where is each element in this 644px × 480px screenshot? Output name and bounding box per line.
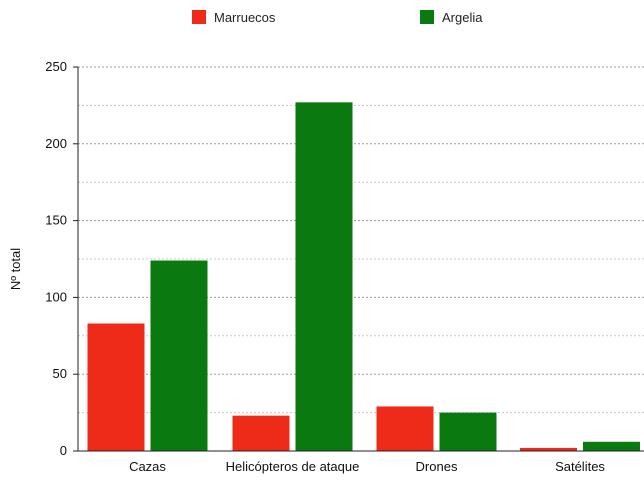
y-tick-label: 50 bbox=[53, 366, 67, 381]
bar-argelia-3 bbox=[439, 412, 497, 451]
bar-argelia-4 bbox=[583, 441, 640, 451]
legend: Marruecos Argelia bbox=[192, 10, 483, 25]
x-tick-label: Satélites bbox=[555, 459, 605, 474]
bar-group-2 bbox=[232, 102, 353, 451]
bar-argelia-1 bbox=[150, 260, 208, 451]
bar-marruecos-2 bbox=[232, 415, 290, 451]
bar-group-3 bbox=[376, 406, 497, 451]
y-axis-label: Nº total bbox=[8, 248, 23, 290]
x-tick-label: Helicópteros de ataque bbox=[226, 459, 360, 474]
legend-swatch bbox=[192, 10, 206, 24]
bar-marruecos-1 bbox=[87, 323, 145, 451]
y-tick-label: 150 bbox=[45, 213, 67, 228]
y-tick-label: 250 bbox=[45, 59, 67, 74]
bar-argelia-2 bbox=[295, 102, 353, 451]
x-axis: Cazas Helicópteros de ataque Drones Satélit… bbox=[78, 450, 644, 474]
bar-marruecos-4 bbox=[520, 447, 577, 451]
bar-group-1 bbox=[87, 260, 208, 451]
legend-item-2: Argelia bbox=[420, 10, 483, 25]
legend-label: Marruecos bbox=[214, 10, 276, 25]
x-tick-label: Cazas bbox=[129, 459, 166, 474]
bar-marruecos-3 bbox=[376, 406, 434, 451]
bars bbox=[87, 102, 640, 451]
y-axis: 0 50 100 150 200 250 Nº total bbox=[8, 59, 79, 458]
legend-item-1: Marruecos bbox=[192, 10, 276, 25]
y-tick-label: 200 bbox=[45, 136, 67, 151]
legend-label: Argelia bbox=[442, 10, 483, 25]
y-tick-label: 0 bbox=[60, 443, 67, 458]
legend-swatch bbox=[420, 10, 434, 24]
y-tick-label: 100 bbox=[45, 289, 67, 304]
x-tick-label: Drones bbox=[416, 459, 458, 474]
bar-group-4 bbox=[520, 441, 640, 451]
